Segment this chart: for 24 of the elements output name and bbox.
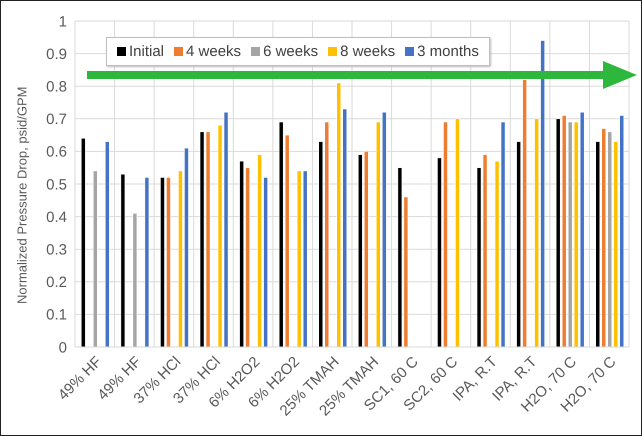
y-tick-label: 0.6 [46,144,67,161]
legend-label: 4 weeks [185,43,242,60]
y-tick-label: 0.1 [46,306,67,324]
legend-label: 8 weeks [339,43,396,60]
y-tick-label: 0.8 [46,78,67,96]
y-tick-label: 0.5 [46,176,67,194]
y-tick-label: 0.3 [46,242,67,259]
y-tick-label: 0.9 [46,46,67,63]
bar [93,170,98,347]
legend-label: 6 weeks [262,43,318,60]
legend-label: 3 months [416,43,479,60]
y-tick-label: 1 [58,13,67,30]
legend-label: Initial [128,43,164,60]
bar [455,118,460,347]
bar [132,213,138,347]
y-tick-label: 0 [58,339,67,356]
bar [105,141,110,347]
bar [144,177,150,347]
y-tick-label: 0.4 [46,208,67,226]
bar [81,138,86,347]
y-tick-label: 0.7 [46,111,67,128]
y-tick-label: 0.2 [46,274,67,292]
bar [120,174,126,347]
y-axis-title: Normalized Pressure Drop, psid/GPM [14,86,30,304]
